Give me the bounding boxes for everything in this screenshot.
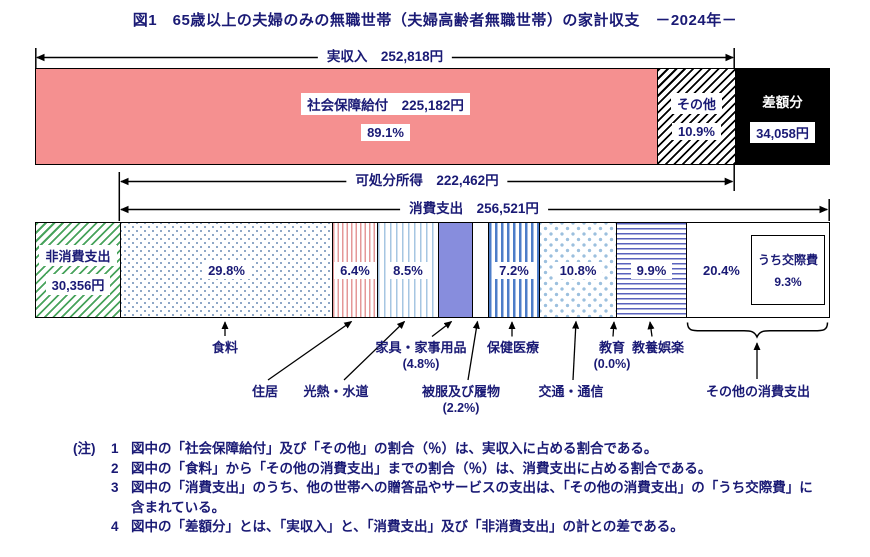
note-number: 3 — [111, 480, 119, 495]
label-utilities: 光熱・水道 — [303, 384, 369, 399]
consumption-total-label: 消費支出 256,521円 — [400, 199, 548, 218]
connector-furniture — [431, 320, 453, 338]
food-pct: 29.8% — [202, 261, 251, 279]
non-consumption-label: 非消費支出 — [39, 245, 117, 266]
chart-title: 図1 65歳以上の夫婦のみの無職世帯（夫婦高齢者無職世帯）の家計収支 －2024… — [132, 12, 738, 29]
transport-pct: 10.8% — [553, 261, 603, 279]
label-clothing-pct: (2.2%) — [442, 401, 480, 415]
expenditure-bar: 非消費支出 30,356円 29.8% 6.4% 8.5% 7.2% 10.8%… — [35, 222, 830, 318]
note-item: 2 図中の「食料」から「その他の消費支出」までの割合（％）は、消費支出に占める割… — [73, 459, 813, 479]
other-consumption-brace — [686, 322, 829, 339]
connector-education — [609, 321, 618, 337]
segment-food: 29.8% — [120, 223, 332, 317]
segment-clothing — [472, 223, 488, 317]
other-income-label: その他 — [670, 93, 722, 114]
label-health: 保健医療 — [486, 340, 539, 355]
housing-pct: 6.4% — [334, 261, 376, 279]
segment-utilities: 8.5% — [377, 223, 438, 317]
label-housing: 住居 — [251, 384, 278, 399]
label-recreation: 教養娯楽 — [631, 340, 684, 355]
label-education: 教育 (0.0%) — [590, 339, 634, 373]
notes-block: (注) 1 図中の「社会保障給付」及び「その他」の割合（％）は、実収入に占める割… — [73, 439, 813, 537]
label-education-pct: (0.0%) — [593, 357, 631, 371]
segment-other-consumption: 20.4% うち交際費 9.3% — [686, 223, 829, 317]
label-furniture-pct: (4.8%) — [402, 357, 440, 371]
label-transport: 交通・通信 — [538, 384, 604, 399]
utilities-pct: 8.5% — [387, 261, 429, 279]
note-text: 図中の「消費支出」のうち、他の世帯への贈答品やサービスの支出は、「その他の消費支… — [131, 480, 813, 515]
label-other-consumption: その他の消費支出 — [705, 384, 810, 399]
label-clothing-text: 被服及び履物 — [421, 384, 500, 399]
segment-other-income: その他 10.9% — [657, 69, 735, 164]
social-expense-label: うち交際費 — [757, 253, 818, 267]
note-item: (注) 1 図中の「社会保障給付」及び「その他」の割合（％）は、実収入に占める割… — [73, 439, 813, 459]
segment-transport: 10.8% — [539, 223, 616, 317]
label-furniture: 家具・家事用品 (4.8%) — [372, 339, 470, 373]
deficit-value: 34,058円 — [750, 121, 815, 143]
disposable-income-label: 可処分所得 222,462円 — [346, 171, 508, 190]
note-item: 3 図中の「消費支出」のうち、他の世帯への贈答品やサービスの支出は、「その他の消… — [73, 478, 813, 517]
note-number: 1 — [111, 441, 119, 456]
other-consumption-pct: 20.4% — [703, 262, 740, 278]
segment-housing: 6.4% — [332, 223, 377, 317]
social-security-label: 社会保障給付 225,182円 — [301, 92, 470, 115]
social-expense-box: うち交際費 9.3% — [751, 235, 825, 305]
note-text: 図中の「食料」から「その他の消費支出」までの割合（％）は、消費支出に占める割合で… — [131, 460, 712, 476]
segment-non-consumption: 非消費支出 30,356円 — [36, 223, 120, 317]
segment-deficit: 差額分 34,058円 — [735, 69, 829, 164]
note-number: 2 — [111, 460, 119, 476]
health-pct: 7.2% — [493, 261, 535, 279]
deficit-label: 差額分 — [762, 94, 803, 110]
connector-transport — [572, 320, 580, 381]
non-consumption-value: 30,356円 — [45, 274, 111, 295]
label-food: 食料 — [211, 340, 238, 355]
note-text: 図中の「社会保障給付」及び「その他」の割合（％）は、実収入に占める割合である。 — [131, 441, 658, 456]
note-prefix: (注) — [73, 441, 96, 456]
segment-social-security: 社会保障給付 225,182円 89.1% — [36, 69, 657, 164]
label-furniture-text: 家具・家事用品 — [375, 340, 467, 355]
label-education-text: 教育 — [598, 340, 625, 355]
segment-recreation: 9.9% — [616, 223, 686, 317]
note-number: 4 — [111, 519, 119, 534]
note-text: 図中の「差額分」とは、「実収入」と、「消費支出」及び「非消費支出」の計との差であ… — [131, 519, 684, 534]
connector-recreation — [647, 321, 655, 337]
recreation-pct: 9.9% — [630, 261, 673, 279]
connector-housing — [267, 320, 353, 381]
segment-furniture — [438, 223, 472, 317]
income-total-label: 実収入 252,818円 — [317, 47, 453, 66]
other-income-pct: 10.9% — [672, 123, 721, 140]
note-item: 4 図中の「差額分」とは、「実収入」と、「消費支出」及び「非消費支出」の計との差… — [73, 517, 813, 537]
social-expense-pct: 9.3% — [774, 275, 802, 289]
income-bar: 社会保障給付 225,182円 89.1% その他 10.9% 差額分 34,0… — [35, 68, 830, 165]
segment-health: 7.2% — [488, 223, 539, 317]
label-clothing: 被服及び履物 (2.2%) — [418, 383, 504, 417]
social-security-pct: 89.1% — [361, 123, 410, 141]
